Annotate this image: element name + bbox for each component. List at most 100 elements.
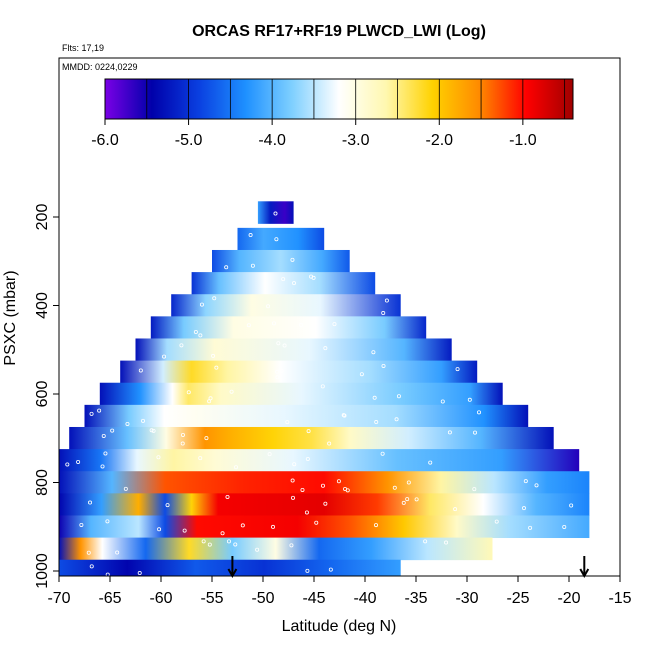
axes: -70 -65 -60 -55 -50 -45 -40 -35 -30 -25 -20 -15 200 4… (34, 204, 632, 607)
sample-marker (204, 436, 209, 441)
sample-marker (289, 543, 294, 548)
sample-marker (562, 524, 567, 529)
sample-marker (212, 296, 217, 301)
sample-marker (266, 304, 271, 309)
sample-marker (314, 520, 319, 525)
sample-marker (182, 528, 187, 533)
sample-marker (327, 441, 332, 446)
heatmap-band (59, 515, 590, 539)
sample-marker (381, 363, 386, 368)
sample-marker (332, 322, 337, 327)
sample-marker (257, 576, 262, 581)
sample-marker (188, 576, 193, 581)
sample-marker (275, 375, 280, 380)
y-tick-label: 800 (34, 469, 51, 496)
x-tick-label: -25 (506, 590, 529, 607)
heatmap-band (69, 426, 554, 450)
sample-marker (240, 523, 245, 528)
sample-marker (279, 368, 284, 373)
sample-marker (276, 341, 281, 346)
x-tick-label: -60 (149, 590, 172, 607)
sample-marker (208, 396, 213, 401)
sample-marker (274, 237, 279, 242)
sample-marker (342, 413, 347, 418)
heatmap-band (171, 294, 401, 317)
sample-marker (89, 411, 94, 416)
sample-marker (138, 368, 143, 373)
sample-marker (225, 494, 230, 499)
heatmap-band (59, 449, 580, 472)
heatmap-band (191, 272, 376, 295)
sample-marker (186, 390, 191, 395)
x-tick-label: -15 (608, 590, 631, 607)
sample-marker (472, 487, 477, 492)
sample-marker (165, 503, 170, 508)
y-tick-label: 1000 (34, 553, 51, 589)
colorbar-tick-label: -5.0 (175, 132, 203, 149)
x-tick-label: -40 (353, 590, 376, 607)
sample-marker (304, 510, 309, 515)
sample-marker (311, 275, 316, 280)
sample-marker (180, 432, 185, 437)
colorbar-tick-label: -4.0 (258, 132, 286, 149)
sample-marker (476, 410, 481, 415)
sample-marker (521, 506, 526, 511)
colorbar-tick-label: -6.0 (91, 132, 119, 149)
sample-marker (528, 525, 533, 530)
sample-marker (423, 539, 428, 544)
x-tick-label: -35 (404, 590, 427, 607)
colorbar-tick-label: -3.0 (342, 132, 370, 149)
heatmap-band (59, 559, 401, 576)
x-tick-label: -55 (200, 590, 223, 607)
sample-marker (273, 211, 278, 216)
sample-marker (79, 522, 84, 527)
x-tick-label: -70 (47, 590, 70, 607)
heatmap-band (212, 249, 350, 273)
sample-marker (414, 497, 419, 502)
sample-marker (285, 420, 290, 425)
sample-marker (447, 430, 452, 435)
sample-marker (467, 397, 472, 402)
sample-marker (105, 519, 110, 524)
sample-marker (336, 479, 341, 484)
sample-marker (396, 394, 401, 399)
sample-marker (290, 478, 295, 483)
sample-marker (290, 495, 295, 500)
sample-marker (156, 455, 161, 460)
sample-marker (356, 576, 361, 581)
x-tick-label: -65 (98, 590, 121, 607)
sample-marker (374, 420, 379, 425)
sample-marker (198, 456, 203, 461)
sample-marker (151, 428, 156, 433)
colorbar: -6.0 -5.0 -4.0 -3.0 -2.0 -1.0 (91, 78, 574, 149)
heatmap-band (135, 338, 452, 362)
sample-marker (250, 263, 255, 268)
sample-marker (226, 539, 231, 544)
sample-marker (137, 571, 142, 576)
heatmap-data (59, 201, 590, 581)
heatmap-band (99, 382, 503, 406)
sample-marker (392, 485, 397, 490)
sample-marker (406, 480, 411, 485)
sample-marker (328, 567, 333, 572)
colorbar-gradient (104, 78, 574, 120)
sample-marker (323, 501, 328, 506)
y-tick-label: 400 (34, 292, 51, 319)
sample-marker (569, 503, 574, 508)
sample-marker (123, 486, 128, 491)
sample-marker (282, 343, 287, 348)
sample-marker (193, 329, 198, 334)
sample-marker (299, 322, 304, 327)
heatmap-band (84, 404, 529, 428)
sample-marker (88, 500, 93, 505)
sample-marker (76, 459, 81, 464)
sample-marker (141, 418, 146, 423)
sample-marker (157, 527, 162, 532)
heatmap-band (59, 471, 590, 494)
sample-marker (494, 519, 499, 524)
sample-marker (100, 464, 105, 469)
sample-marker (89, 564, 94, 569)
sample-marker (444, 540, 449, 545)
sample-marker (211, 353, 216, 358)
